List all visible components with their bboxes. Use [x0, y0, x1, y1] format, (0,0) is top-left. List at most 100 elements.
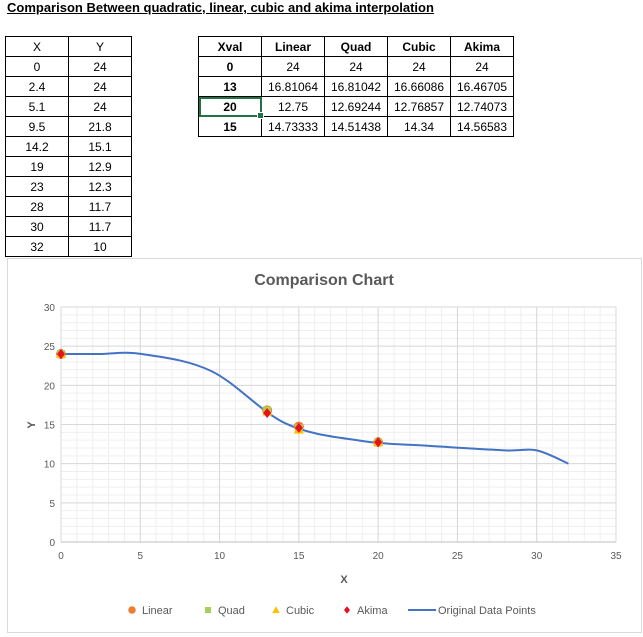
table1-row: 5.1 24 — [5, 96, 132, 117]
table1-cell[interactable]: 12.9 — [68, 156, 132, 177]
y-tick-label: 10 — [44, 460, 56, 471]
chart-title: Comparison Chart — [254, 272, 394, 289]
point-akima — [374, 437, 383, 448]
legend-label-akima: Akima — [357, 605, 388, 617]
point-akima — [294, 422, 303, 433]
x-axis-title: X — [340, 574, 348, 586]
table2-cell[interactable]: 14.73333 — [261, 116, 325, 137]
x-tick-label: 15 — [293, 551, 305, 562]
table2-cell[interactable]: 14.34 — [387, 116, 451, 137]
table1-cell[interactable]: 11.7 — [68, 196, 132, 217]
table2-cell[interactable]: 13 — [198, 76, 262, 97]
table1-row: 0 24 — [5, 56, 132, 77]
y-tick-label: 30 — [44, 303, 56, 314]
table2-cell[interactable]: 16.81064 — [261, 76, 325, 97]
table1-cell[interactable]: 12.3 — [68, 176, 132, 197]
table2-header-cell[interactable]: Akima — [450, 36, 514, 57]
y-tick-label: 5 — [49, 499, 55, 510]
table2-cell[interactable]: 24 — [261, 56, 325, 77]
table2-cell[interactable]: 0 — [198, 56, 262, 77]
table1-row: 23 12.3 — [5, 176, 132, 197]
table2-row: 0 24 24 24 24 — [198, 56, 514, 77]
legend-label-original-data-points: Original Data Points — [438, 605, 536, 617]
table2-cell[interactable]: 24 — [324, 56, 388, 77]
table2-header-row: Xval Linear Quad Cubic Akima — [198, 36, 514, 57]
y-axis-title: Y — [26, 421, 38, 429]
point-akima — [263, 408, 272, 419]
y-tick-label: 20 — [44, 381, 56, 392]
table1-row: 9.5 21.8 — [5, 116, 132, 137]
table1-cell[interactable]: 24 — [68, 96, 132, 117]
x-tick-label: 0 — [58, 551, 64, 562]
sheet-title: Comparison Between quadratic, linear, cu… — [7, 0, 434, 15]
table2-cell[interactable]: 15 — [198, 116, 262, 137]
table1-cell[interactable]: 28 — [5, 196, 69, 217]
table2-cell[interactable]: 12.76857 — [387, 96, 451, 117]
table1-cell[interactable]: 11.7 — [68, 216, 132, 237]
table2-header-cell[interactable]: Quad — [324, 36, 388, 57]
table2-cell[interactable]: 24 — [387, 56, 451, 77]
table1-row: 30 11.7 — [5, 216, 132, 237]
y-tick-label: 15 — [44, 421, 56, 432]
table1-cell[interactable]: 21.8 — [68, 116, 132, 137]
table2-cell[interactable]: 20 — [198, 96, 264, 119]
comparison-chart[interactable]: 0 5 10 15 20 25 30 35 0 5 10 15 20 25 30 Comparison Cha… — [7, 258, 642, 633]
table1-cell[interactable]: 2.4 — [5, 76, 69, 97]
x-tick-label: 30 — [531, 551, 543, 562]
table2-row: 20 12.75 12.69244 12.76857 12.74073 — [198, 96, 514, 119]
table1-row: 19 12.9 — [5, 156, 132, 177]
table2-cell[interactable]: 16.81042 — [324, 76, 388, 97]
table1-cell[interactable]: 15.1 — [68, 136, 132, 157]
fill-handle[interactable] — [257, 112, 264, 119]
table2-header-cell[interactable]: Linear — [261, 36, 325, 57]
legend-swatch-linear — [128, 606, 136, 614]
legend-swatch-quad — [205, 607, 211, 613]
table1-cell[interactable]: 10 — [68, 236, 132, 257]
legend-label-cubic: Cubic — [286, 605, 315, 617]
table2-row: 15 14.73333 14.51438 14.34 14.56583 — [198, 116, 514, 137]
table1-cell[interactable]: 32 — [5, 236, 69, 257]
table1-cell[interactable]: 0 — [5, 56, 69, 77]
series-line-original-data-points — [60, 351, 569, 465]
table1-row: 32 10 — [5, 236, 132, 257]
legend-label-quad: Quad — [218, 605, 245, 617]
y-tick-label: 25 — [44, 342, 56, 353]
table2-row: 13 16.81064 16.81042 16.66086 16.46705 — [198, 76, 514, 97]
table1-cell[interactable]: 19 — [5, 156, 69, 177]
table2-cell[interactable]: 14.51438 — [324, 116, 388, 137]
table1-cell[interactable]: 23 — [5, 176, 69, 197]
table2-cell[interactable]: 24 — [450, 56, 514, 77]
table1-row: 14.2 15.1 — [5, 136, 132, 157]
x-tick-label: 20 — [373, 551, 385, 562]
table2-cell[interactable]: 16.46705 — [450, 76, 514, 97]
table1-cell[interactable]: 24 — [68, 76, 132, 97]
results-table: Xval Linear Quad Cubic Akima 0 24 24 24 24 13 16.81… — [198, 36, 514, 137]
y-tick-label: 0 — [49, 538, 55, 549]
table2-header-cell[interactable]: Cubic — [387, 36, 451, 57]
legend-swatch-akima — [344, 606, 350, 614]
x-tick-label: 5 — [138, 551, 144, 562]
table2-cell[interactable]: 12.74073 — [450, 96, 514, 117]
table2-cell[interactable]: 14.56583 — [450, 116, 514, 137]
data-table: X Y 0 24 2.4 24 5.1 24 9.5 21.8 14.2 15.1 19 12.9 23 12… — [5, 36, 132, 257]
table2-cell[interactable]: 12.69244 — [324, 96, 388, 117]
table1-cell[interactable]: 24 — [68, 56, 132, 77]
table2-cell[interactable]: 16.66086 — [387, 76, 451, 97]
table1-cell[interactable]: 14.2 — [5, 136, 69, 157]
table1-row: 2.4 24 — [5, 76, 132, 97]
table1-cell[interactable]: 5.1 — [5, 96, 69, 117]
table1-row: 28 11.7 — [5, 196, 132, 217]
legend-swatch-cubic — [272, 606, 280, 613]
table1-header-cell[interactable]: X — [5, 36, 69, 57]
table1-cell[interactable]: 9.5 — [5, 116, 69, 137]
table2-header-cell[interactable]: Xval — [198, 36, 262, 57]
chart-svg: 0 5 10 15 20 25 30 35 0 5 10 15 20 25 30 Comparison Cha… — [26, 272, 622, 617]
point-akima — [57, 349, 65, 359]
table2-cell[interactable]: 12.75 — [261, 96, 325, 117]
legend-label-linear: Linear — [142, 605, 173, 617]
x-tick-label: 10 — [214, 551, 226, 562]
x-tick-label: 35 — [610, 551, 622, 562]
table1-header-cell[interactable]: Y — [68, 36, 132, 57]
table1-cell[interactable]: 30 — [5, 216, 69, 237]
